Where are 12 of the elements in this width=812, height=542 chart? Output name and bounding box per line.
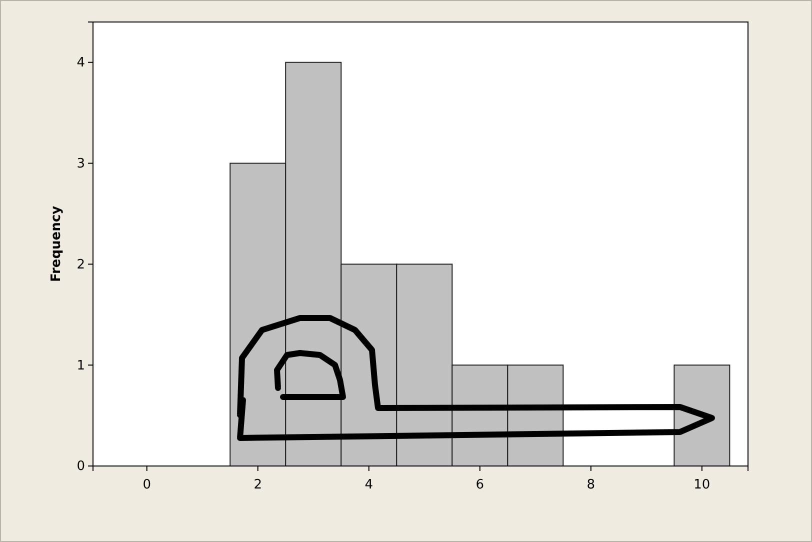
y-tick-label: 0 xyxy=(76,459,85,474)
x-tick-label: 0 xyxy=(142,477,151,492)
x-tick-label: 8 xyxy=(586,477,596,492)
y-axis-title: Frequency xyxy=(49,205,64,282)
y-tick-label: 1 xyxy=(76,358,85,374)
x-tick-label: 4 xyxy=(364,477,374,492)
y-tick-label: 3 xyxy=(76,156,85,172)
y-tick-label: 4 xyxy=(76,56,85,71)
y-tick-label: 2 xyxy=(76,257,85,272)
x-tick-label: 6 xyxy=(476,477,484,492)
x-tick-label: 10 xyxy=(694,477,710,492)
x-tick-label: 2 xyxy=(254,477,262,492)
